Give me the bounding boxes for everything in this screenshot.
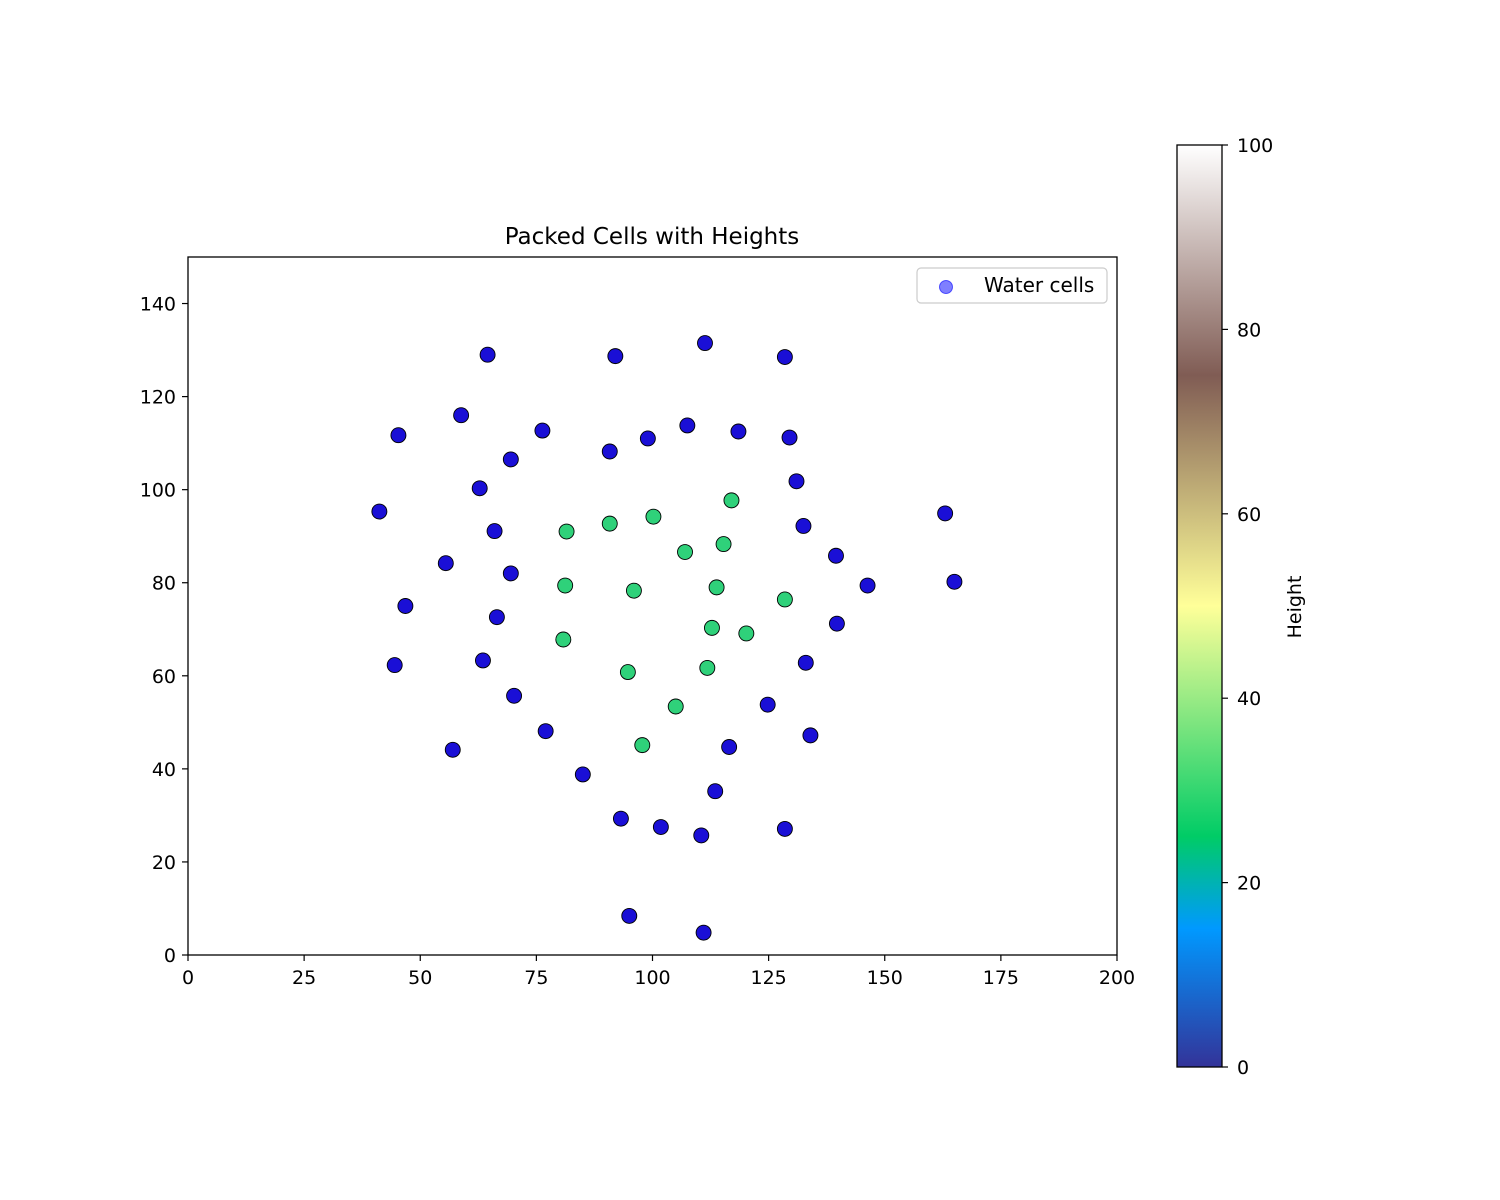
- water-cell-point: [946, 573, 963, 590]
- water-cell-point: [537, 723, 554, 740]
- colorbar-gradient: [1176, 144, 1223, 1068]
- y-tick-label: 120: [140, 387, 176, 409]
- water-cell-point: [781, 429, 798, 446]
- colorbar-tick-label: 60: [1237, 504, 1261, 526]
- x-tick-label: 75: [524, 967, 548, 989]
- land-cell-point: [738, 625, 755, 642]
- water-cell-point: [695, 924, 712, 941]
- plot-frame: [187, 256, 1118, 956]
- land-cell-point: [555, 631, 572, 648]
- water-cell-point: [601, 443, 618, 460]
- water-cell-point: [730, 423, 747, 440]
- y-tick-label: 140: [140, 294, 176, 316]
- y-tick-label: 40: [152, 759, 176, 781]
- legend-marker: [939, 280, 953, 294]
- water-cell-point: [488, 609, 505, 626]
- water-cell-point: [502, 565, 519, 582]
- water-cell-point: [797, 654, 814, 671]
- water-cell-point: [707, 783, 724, 800]
- water-cell-point: [795, 518, 812, 534]
- colorbar-tick-label: 80: [1237, 319, 1261, 341]
- water-cell-point: [612, 810, 629, 827]
- chart-title: Packed Cells with Heights: [505, 224, 800, 250]
- colorbar-tick-label: 20: [1237, 873, 1261, 895]
- water-cell-point: [607, 348, 624, 365]
- water-cell-point: [502, 451, 519, 468]
- land-cell-point: [708, 579, 725, 596]
- water-cell-point: [652, 819, 669, 835]
- water-cell-point: [386, 657, 403, 674]
- x-tick-label: 100: [634, 967, 670, 989]
- water-cell-point: [802, 727, 819, 744]
- y-tick-label: 80: [152, 573, 176, 595]
- water-cell-point: [693, 827, 710, 844]
- x-tick-label: 200: [1099, 967, 1135, 989]
- x-tick-label: 175: [983, 967, 1019, 989]
- colorbar-tick-label: 40: [1237, 688, 1261, 710]
- water-cell-point: [471, 480, 488, 497]
- water-cell-point: [639, 430, 656, 447]
- colorbar-tick-label: 0: [1237, 1057, 1249, 1079]
- land-cell-point: [677, 544, 693, 560]
- land-cell-point: [667, 698, 684, 715]
- water-cell-point: [776, 349, 793, 365]
- water-cell-point: [486, 523, 503, 540]
- y-tick-label: 100: [140, 480, 176, 502]
- water-cell-point: [788, 473, 805, 490]
- y-tick-label: 20: [152, 852, 176, 874]
- land-cell-point: [625, 582, 642, 599]
- y-tick-label: 0: [164, 945, 176, 967]
- land-cell-point: [601, 515, 618, 532]
- water-cell-point: [859, 577, 876, 594]
- land-cell-point: [776, 591, 793, 608]
- x-tick-label: 125: [750, 967, 786, 989]
- land-cell-point: [619, 664, 636, 681]
- colorbar-ticks: 0 20 40 60 80 100: [1222, 135, 1273, 1079]
- water-cell-point: [506, 687, 523, 704]
- water-cell-point: [828, 547, 844, 564]
- x-tick-label: 25: [292, 967, 316, 989]
- water-cell-point: [759, 696, 776, 713]
- water-cell-point: [721, 739, 738, 755]
- water-cell-point: [453, 407, 470, 424]
- water-cell-point: [534, 422, 551, 439]
- x-axis: 0 25 50 75 100 125 150 175 200: [182, 955, 1135, 989]
- water-cell-point: [621, 907, 638, 924]
- water-cell-point: [475, 652, 491, 669]
- land-cell-point: [558, 523, 575, 540]
- water-cell-point: [444, 741, 461, 758]
- x-tick-label: 50: [408, 967, 432, 989]
- water-cell-point: [479, 346, 496, 363]
- water-cell-point: [437, 555, 454, 572]
- water-cell-point: [397, 598, 414, 614]
- legend-label: Water cells: [984, 273, 1094, 297]
- x-tick-label: 150: [867, 967, 903, 989]
- land-cell-point: [715, 536, 732, 553]
- colorbar: 0 20 40 60 80 100 Height: [1176, 135, 1306, 1079]
- legend-frame: [916, 267, 1108, 304]
- water-cell-point: [679, 417, 696, 434]
- water-cell-point: [776, 820, 793, 837]
- legend: Water cells: [916, 267, 1108, 304]
- water-cell-point: [697, 335, 713, 352]
- land-cell-point: [645, 508, 662, 525]
- water-cell-point: [828, 615, 845, 632]
- data-points: [371, 335, 963, 941]
- land-cell-point: [699, 659, 716, 676]
- land-cell-point: [723, 492, 740, 509]
- land-cell-point: [557, 577, 574, 594]
- colorbar-label: Height: [1284, 576, 1306, 639]
- x-tick-label: 0: [182, 967, 194, 989]
- water-cell-point: [371, 503, 388, 520]
- land-cell-point: [704, 619, 720, 636]
- colorbar-tick-label: 100: [1237, 135, 1273, 157]
- y-axis: 0 20 40 60 80 100 120 140: [140, 294, 188, 967]
- water-cell-point: [390, 427, 407, 444]
- land-cell-point: [634, 737, 651, 754]
- plot-area: [187, 256, 1118, 956]
- y-tick-label: 60: [152, 666, 176, 688]
- water-cell-point: [574, 766, 591, 783]
- water-cell-point: [937, 505, 954, 522]
